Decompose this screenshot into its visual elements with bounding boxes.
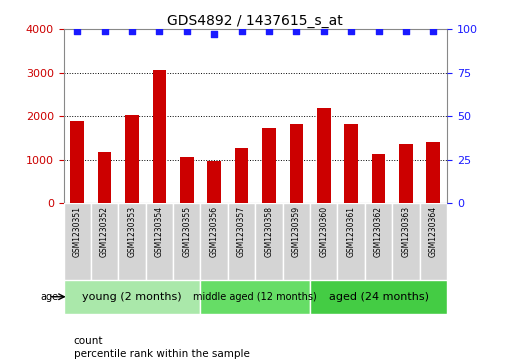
Point xyxy=(183,28,191,34)
Point xyxy=(374,28,383,34)
Text: GSM1230358: GSM1230358 xyxy=(265,205,273,257)
Bar xyxy=(427,142,440,203)
Point xyxy=(155,28,164,34)
Bar xyxy=(228,203,256,280)
Text: middle aged (12 months): middle aged (12 months) xyxy=(194,292,317,302)
Bar xyxy=(317,108,331,203)
Text: GSM1230355: GSM1230355 xyxy=(182,205,192,257)
Point xyxy=(210,31,218,37)
Point xyxy=(292,28,300,34)
Bar xyxy=(125,115,139,203)
Bar xyxy=(98,152,111,203)
Bar xyxy=(392,203,420,280)
Bar xyxy=(365,203,392,280)
Text: GSM1230353: GSM1230353 xyxy=(128,205,137,257)
Text: GSM1230363: GSM1230363 xyxy=(401,205,410,257)
Point xyxy=(101,28,109,34)
Point xyxy=(429,28,437,34)
Bar xyxy=(118,203,146,280)
Bar xyxy=(64,203,91,280)
Bar xyxy=(262,128,276,203)
Bar xyxy=(344,125,358,203)
Bar xyxy=(255,203,282,280)
Text: GSM1230360: GSM1230360 xyxy=(319,205,328,257)
Bar xyxy=(180,157,194,203)
Bar xyxy=(64,280,201,314)
Bar xyxy=(282,203,310,280)
Point xyxy=(320,28,328,34)
Text: count: count xyxy=(74,336,103,346)
Bar xyxy=(337,203,365,280)
Text: GSM1230359: GSM1230359 xyxy=(292,205,301,257)
Bar xyxy=(91,203,118,280)
Point xyxy=(128,28,136,34)
Text: GSM1230362: GSM1230362 xyxy=(374,205,383,257)
Text: young (2 months): young (2 months) xyxy=(82,292,182,302)
Point xyxy=(73,28,81,34)
Bar xyxy=(310,280,447,314)
Point xyxy=(347,28,355,34)
Point xyxy=(265,28,273,34)
Bar xyxy=(290,125,303,203)
Bar xyxy=(201,280,310,314)
Bar xyxy=(70,121,84,203)
Point xyxy=(402,28,410,34)
Text: GSM1230356: GSM1230356 xyxy=(210,205,218,257)
Bar xyxy=(173,203,201,280)
Text: GSM1230354: GSM1230354 xyxy=(155,205,164,257)
Bar xyxy=(372,154,386,203)
Bar xyxy=(399,144,413,203)
Bar xyxy=(420,203,447,280)
Text: GSM1230351: GSM1230351 xyxy=(73,205,82,257)
Text: age: age xyxy=(40,292,58,302)
Text: GSM1230357: GSM1230357 xyxy=(237,205,246,257)
Text: GSM1230361: GSM1230361 xyxy=(346,205,356,257)
Text: GSM1230352: GSM1230352 xyxy=(100,205,109,257)
Text: aged (24 months): aged (24 months) xyxy=(329,292,429,302)
Point xyxy=(238,28,246,34)
Bar xyxy=(310,203,337,280)
Bar xyxy=(146,203,173,280)
Bar xyxy=(152,70,166,203)
Text: percentile rank within the sample: percentile rank within the sample xyxy=(74,349,249,359)
Text: GSM1230364: GSM1230364 xyxy=(429,205,438,257)
Bar xyxy=(207,162,221,203)
Bar xyxy=(235,148,248,203)
Title: GDS4892 / 1437615_s_at: GDS4892 / 1437615_s_at xyxy=(168,14,343,28)
Bar xyxy=(201,203,228,280)
